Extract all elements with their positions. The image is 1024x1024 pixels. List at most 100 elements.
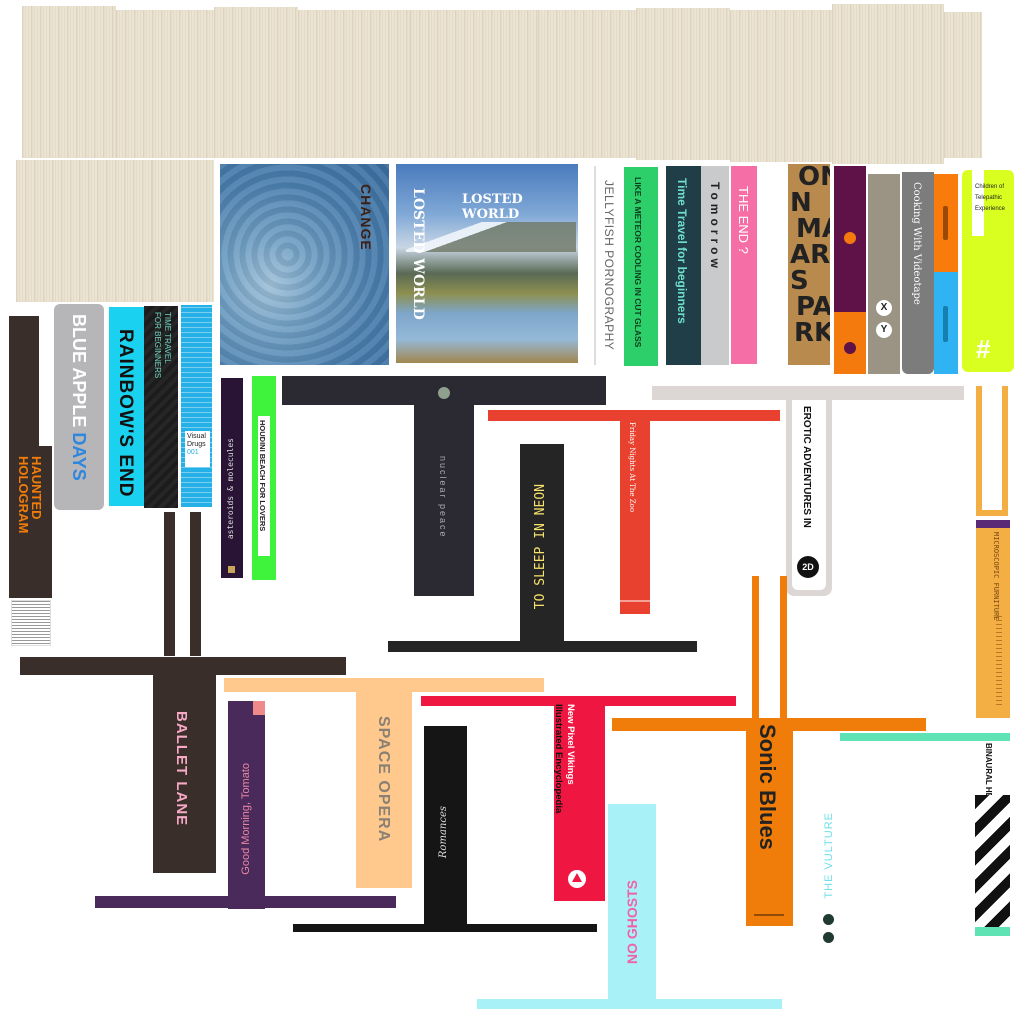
pixel-vikings-line2: Illustrated Encyclopedia [553,704,564,814]
wood-panel-3 [214,7,298,158]
nuclear-dot [438,387,450,399]
book-erotic: EROTIC ADVENTURES IN 2D [786,386,832,596]
meteor-title: LIKE A METEOR COOLING IN CUT GLASS [633,177,643,348]
book-rainbows-end: RAINBOW'S END [109,307,145,506]
on-mars-line5: S [790,266,809,296]
book-vulture: THE VULTURE [814,788,844,948]
book-romances: Romances [424,726,467,928]
no-ghosts-title: NO GHOSTS [624,880,640,965]
romances-title: Romances [438,806,449,859]
book-asteroids: asteroids & molecules [221,378,243,578]
cover-change: CHANGE [220,164,389,365]
book-orange-blue [934,174,958,374]
book-nuclear-peace: nuclear peace [414,376,474,596]
book-haunted-hologram: HAUNTED HOLOGRAM [9,316,52,598]
book-jellyfish: JELLYFISH PORNOGRAPHY [594,166,624,365]
good-morning-title: Good Morning, Tomato [240,763,252,875]
book-friday: Friday Nights At The Zoo [620,410,650,614]
wood-panel-5 [410,10,538,158]
on-mars-line6: PA [796,292,830,322]
on-mars-line3: MA [796,214,830,244]
pixel-vikings-line1: New Pixel Vikings [565,704,576,785]
book-time-travel: Time Travel for beginners [666,166,701,365]
book-no-ghosts: NO GHOSTS [608,804,656,1004]
on-mars-line4: ARS [790,240,830,270]
wood-panel-8 [730,10,832,162]
binaural-stripes [975,795,1010,927]
hash-symbol: # [976,334,991,364]
blue-apple-days: DAYS [69,432,89,481]
visual-drugs-number: 001 [187,449,199,456]
book-sonic-legs [752,576,788,720]
book-sonic: Sonic Blues [746,718,793,926]
sonic-title: Sonic Blues [755,724,780,850]
cooking-title: Cooking With Videotape [911,182,922,305]
vulture-dot-1 [823,914,834,925]
time-travel-title: Time Travel for beginners [675,178,689,324]
orange-dot [844,232,856,244]
wood-panel-7 [636,8,730,160]
purple-dot [844,342,856,354]
wood-panel-1 [22,6,116,158]
book-ballet: BALLET LANE [153,657,216,873]
the-end-title: THE END ? [736,186,751,254]
book-microscopic-legs [976,386,1012,516]
on-mars-line2: N [790,188,812,218]
book-meteor: LIKE A METEOR COOLING IN CUT GLASS [624,167,658,366]
book-children-telepathic: Children of Telepathic Experience # [962,170,1014,372]
time-travel-small-title: TIME TRAVEL FOR BEGINNERS [153,312,172,379]
wood-panel-6 [538,10,636,158]
children-title: Children of Telepathic Experience [975,184,1006,212]
book-microscopic: MICROSCOPIC FURNITURE [976,520,1010,718]
book-no-ghosts-base [477,999,782,1009]
erotic-badge: 2D [797,556,819,578]
book-binaural-top [840,733,1010,741]
vulture-dot-2 [823,932,834,943]
book-good-morning: Good Morning, Tomato [228,701,265,909]
ballet-title: BALLET LANE [173,711,190,827]
wood-panel-10 [944,12,982,158]
houdini-title: HOUDINI BEACH FOR LOVERS [258,420,267,532]
book-good-morning-base [95,896,396,908]
book-the-end: THE END ? [731,166,757,364]
on-mars-line1: ON [798,164,830,192]
rainbows-end-title: RAINBOW'S END [115,329,136,498]
vulture-title: THE VULTURE [823,812,835,899]
visual-drugs-title: Visual Drugs [187,433,206,448]
cover-losted-world: LOSTED WORLD LOSTED WORLD [396,164,578,363]
book-tomorrow: Tomorrow [701,166,729,365]
book-binaural: BINAURAL HEADS [975,733,1010,936]
erotic-title: EROTIC ADVENTURES IN [801,406,812,528]
triangle-icon [572,873,582,882]
losted-world-spine-title: LOSTED WORLD [410,188,426,320]
binaural-title: BINAURAL HEADS [984,743,993,815]
losted-world-cover-title: LOSTED WORLD [462,192,523,222]
wood-panel-9 [832,4,944,164]
change-title: CHANGE [358,184,374,251]
book-cooking-videotape: Cooking With Videotape [902,172,934,374]
xy-y-badge: Y [876,322,892,338]
book-xy: X Y [868,174,900,374]
microscopic-title: MICROSCOPIC FURNITURE [992,532,1000,621]
book-purple-orange [834,166,866,374]
nuclear-title: nuclear peace [438,456,448,539]
tomorrow-title: Tomorrow [708,182,722,272]
book-time-travel-small: TIME TRAVEL FOR BEGINNERS [144,306,178,508]
jellyfish-title: JELLYFISH PORNOGRAPHY [602,180,616,351]
wood-panel-4 [298,10,410,158]
asteroids-title: asteroids & molecules [226,438,235,540]
book-sleep-neon: TO SLEEP IN NEON [520,444,564,644]
book-space-opera: SPACE OPERA [356,678,412,888]
sleep-neon-title: TO SLEEP IN NEON [533,484,548,610]
book-blue-apple-days: BLUE APPLE DAYS [54,304,104,510]
book-ballet-legs [164,512,204,656]
wood-panel-11 [16,160,152,302]
cover-on-mars-park: ON N MA ARS S PA RK [788,164,830,365]
friday-title: Friday Nights At The Zoo [628,422,636,513]
space-opera-title: SPACE OPERA [375,716,392,843]
xy-x-badge: X [876,300,892,316]
book-sleep-neon-base [388,641,697,652]
haunted-hologram-title: HAUNTED HOLOGRAM [16,456,44,534]
book-visual-drugs: Visual Drugs 001 [181,305,212,507]
barcode [11,600,51,646]
